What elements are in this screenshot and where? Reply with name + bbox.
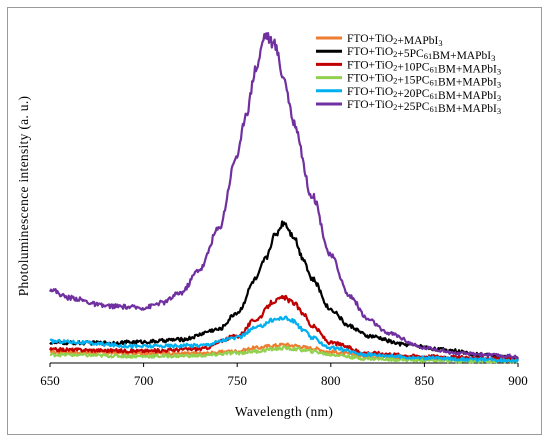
series-layer (48, 31, 520, 364)
series-line-5 (48, 31, 519, 359)
legend-label-5: FTO+TiO2+25PC61BM+MAPbI3 (347, 99, 501, 116)
chart-frame: 650 700 750 800 850 900 Wavelength (nm) Photo… (7, 7, 542, 435)
x-tick-label: 650 (40, 373, 60, 388)
x-tick-label: 900 (508, 373, 528, 388)
x-tick-label: 800 (321, 373, 341, 388)
legend-label-2: FTO+TiO2+10PC61BM+MAPbI3 (347, 59, 501, 76)
x-axis-ticks: 650 700 750 800 850 900 (40, 363, 528, 388)
legend-label-0: FTO+TiO2+MAPbI3 (347, 33, 443, 48)
legend-label-4: FTO+TiO2+20PC61BM+MAPbI3 (347, 86, 501, 103)
x-tick-label: 750 (227, 373, 247, 388)
series-line-4 (49, 315, 520, 363)
series-line-1 (49, 220, 519, 361)
legend-label-3: FTO+TiO2+15PC61BM+MAPbI3 (347, 73, 501, 90)
plot-area (50, 362, 518, 364)
legend: FTO+TiO2+MAPbI3FTO+TiO2+5PC61BM+MAPbI3FT… (316, 33, 501, 116)
photoluminescence-chart: 650 700 750 800 850 900 Wavelength (nm) Photo… (16, 31, 528, 419)
y-axis-label: Photoluminescence intensity (a. u.) (16, 96, 31, 297)
legend-label-1: FTO+TiO2+5PC61BM+MAPbI3 (347, 46, 495, 63)
x-tick-label: 850 (415, 373, 435, 388)
series-line-3 (49, 345, 519, 364)
x-tick-label: 700 (134, 373, 154, 388)
series-line-2 (49, 294, 519, 362)
x-axis-label: Wavelength (nm) (235, 404, 333, 419)
